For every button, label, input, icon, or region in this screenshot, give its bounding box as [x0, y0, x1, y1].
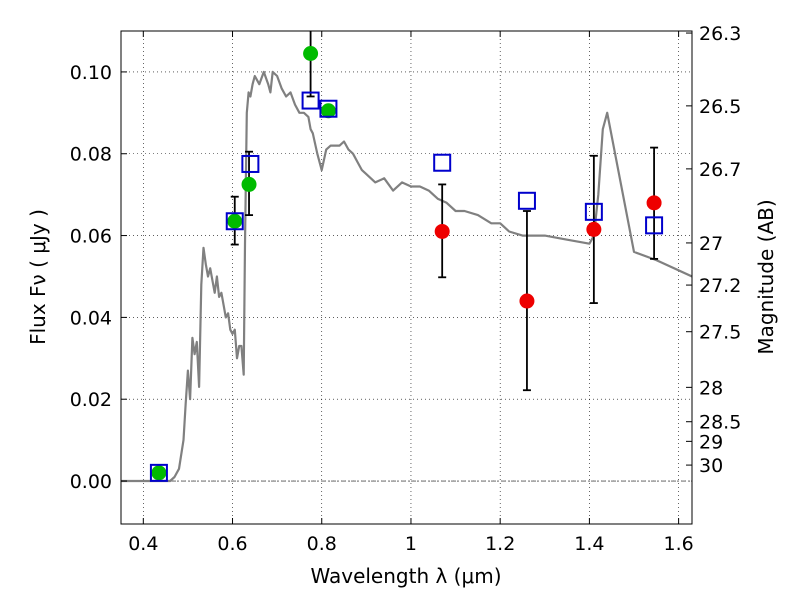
blue-square-point — [241, 154, 260, 173]
y-axis-label-left: Flux Fν ( μJy ) — [26, 209, 50, 345]
x-tick-label: 0.8 — [307, 533, 337, 555]
error-bars — [149, 31, 664, 482]
model-spectrum-line — [121, 70, 692, 483]
blue-square-point — [301, 91, 320, 110]
mag-tick-label: 28.5 — [699, 412, 741, 434]
mag-tick-label: 28 — [699, 377, 723, 399]
green-data-point — [227, 213, 243, 229]
blue-square-point — [433, 153, 452, 172]
mag-tick-label: 27.5 — [699, 322, 741, 344]
y-tick-label: 0.04 — [70, 307, 112, 329]
mag-tick-label: 26.3 — [699, 23, 741, 45]
y-tick-label: 0.00 — [70, 471, 112, 493]
y-axis-label-right: Magnitude (AB) — [754, 199, 778, 354]
blue-square-point — [319, 99, 338, 118]
mag-tick-label: 29 — [699, 431, 723, 453]
mag-tick-label: 30 — [699, 455, 723, 477]
mag-tick-label: 27 — [699, 233, 723, 255]
red-data-point — [434, 223, 450, 239]
green-data-point — [303, 46, 319, 62]
mag-tick-label: 26.5 — [699, 96, 741, 118]
y-tick-label: 0.06 — [70, 226, 112, 248]
x-tick-label: 1.2 — [485, 533, 515, 555]
blue-square-point — [149, 463, 168, 482]
plot-background — [121, 31, 692, 524]
y-tick-label: 0.08 — [70, 144, 112, 166]
mag-tick-label: 26.7 — [699, 159, 741, 181]
blue-square-point — [517, 191, 536, 210]
green-data-point — [320, 103, 336, 119]
x-axis-label: Wavelength λ (μm) — [310, 564, 501, 588]
blue-square-point — [225, 212, 244, 231]
x-tick-label: 1.4 — [574, 533, 604, 555]
blue-square-point — [645, 216, 664, 235]
x-tick-label: 1.6 — [664, 533, 694, 555]
y-tick-label: 0.10 — [70, 62, 112, 84]
y-tick-label: 0.02 — [70, 389, 112, 411]
data-series — [121, 70, 692, 483]
red-data-point — [646, 195, 662, 211]
axis-ticks: 0.4 0.6 0.8 1 1.2 1.4 1.6 0.00 0.02 0.04 0.06 0.08 0… — [70, 23, 742, 555]
blue-square-point — [584, 202, 603, 221]
x-tick-label: 0.6 — [217, 533, 247, 555]
x-tick-label: 1 — [405, 533, 417, 555]
red-data-point — [586, 221, 602, 237]
mag-tick-label: 27.2 — [699, 275, 741, 297]
plot-frame — [120, 30, 693, 525]
green-data-point — [241, 176, 257, 192]
x-tick-label: 0.4 — [128, 533, 158, 555]
red-data-point — [519, 293, 535, 309]
green-data-point — [151, 465, 167, 481]
